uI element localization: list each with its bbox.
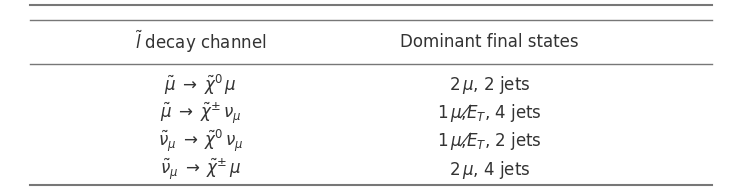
Text: $\tilde{\mu} \;\rightarrow\; \tilde{\chi}^{\pm}\, \nu_{\mu}$: $\tilde{\mu} \;\rightarrow\; \tilde{\chi… — [160, 100, 241, 126]
Text: $\tilde{\nu}_{\mu} \;\rightarrow\; \tilde{\chi}^{\pm}\, \mu$: $\tilde{\nu}_{\mu} \;\rightarrow\; \tild… — [160, 157, 241, 182]
Text: $\tilde{l}$ decay channel: $\tilde{l}$ decay channel — [135, 29, 266, 55]
Text: $2\, \mu$, 4 jets: $2\, \mu$, 4 jets — [449, 158, 531, 180]
Text: $\tilde{\mu} \;\rightarrow\; \tilde{\chi}^{0}\, \mu$: $\tilde{\mu} \;\rightarrow\; \tilde{\chi… — [164, 73, 237, 97]
Text: $1\, \mu$, $\not\!\!E_{T}$, 2 jets: $1\, \mu$, $\not\!\!E_{T}$, 2 jets — [437, 130, 542, 152]
Text: Dominant final states: Dominant final states — [400, 33, 579, 51]
Text: $1\, \mu$, $\not\!\!E_{T}$, 4 jets: $1\, \mu$, $\not\!\!E_{T}$, 4 jets — [437, 102, 542, 124]
Text: $\tilde{\nu}_{\mu} \;\rightarrow\; \tilde{\chi}^{0}\, \nu_{\mu}$: $\tilde{\nu}_{\mu} \;\rightarrow\; \tild… — [158, 128, 243, 154]
Text: $2\, \mu$, 2 jets: $2\, \mu$, 2 jets — [449, 74, 531, 96]
